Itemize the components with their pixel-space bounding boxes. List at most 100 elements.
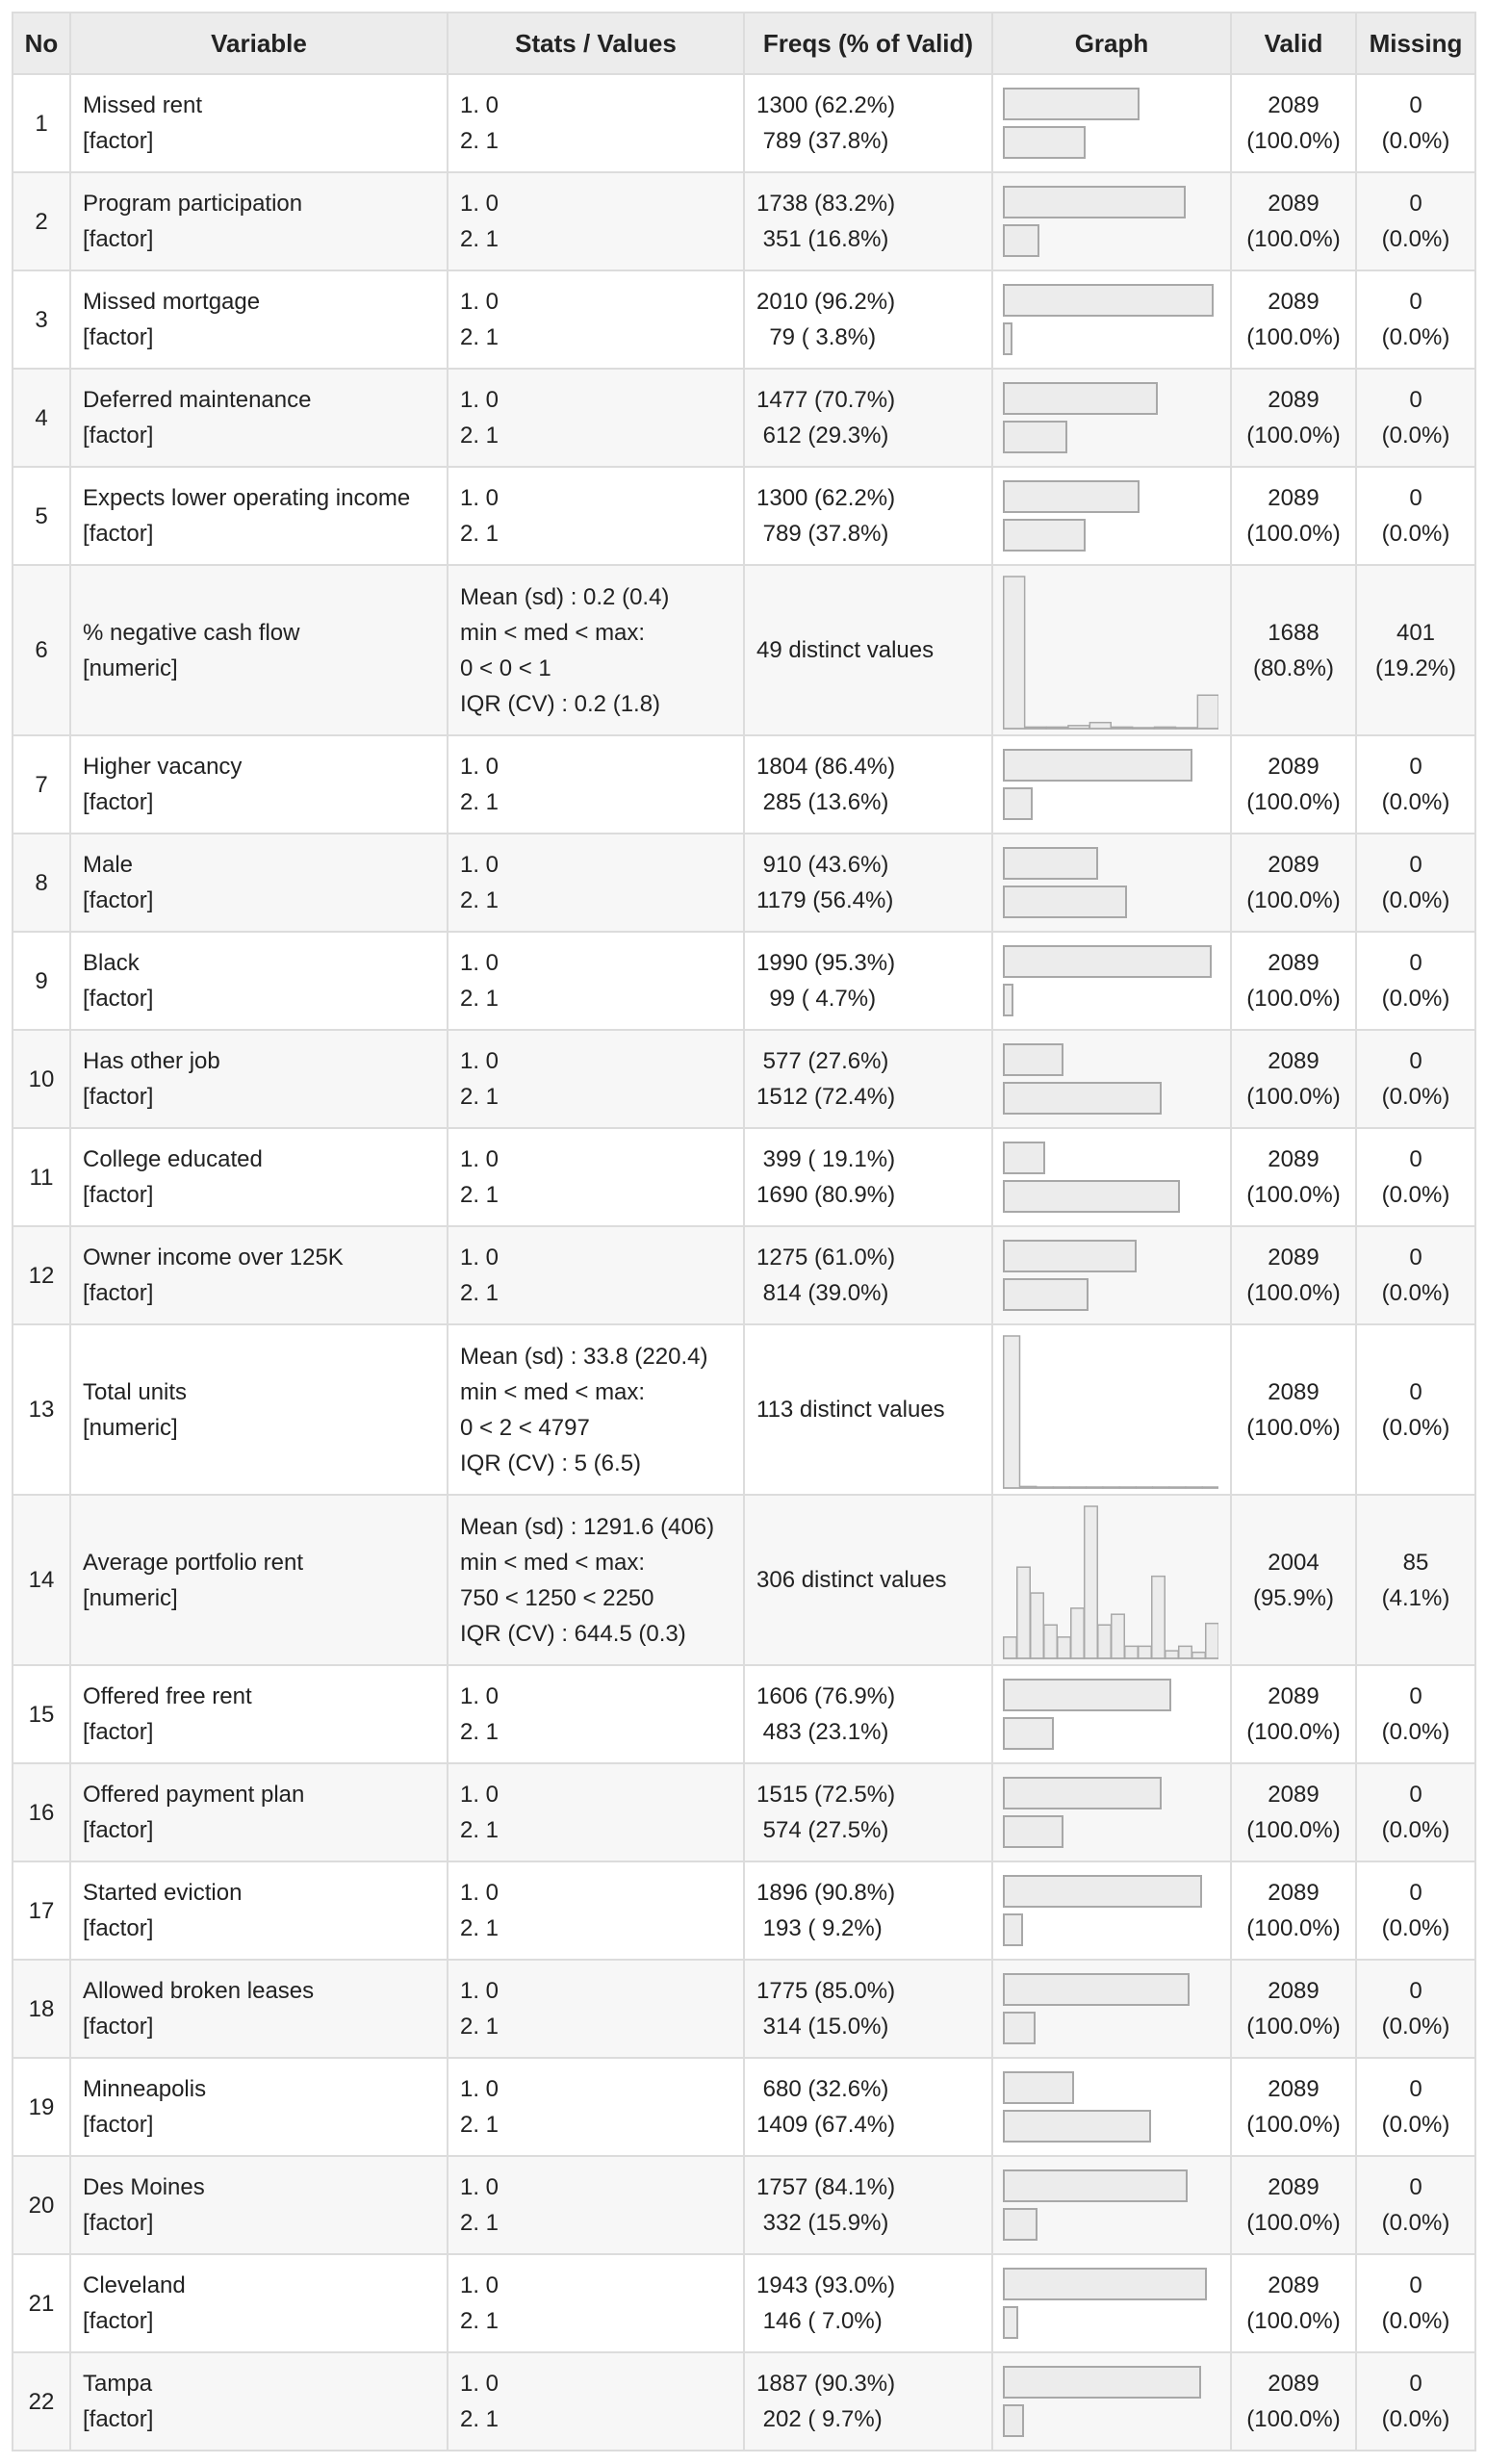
row-number: 19	[12, 2057, 71, 2157]
missing-cell: 0 (0.0%)	[1355, 1323, 1476, 1496]
missing-line: 0	[1409, 92, 1422, 118]
missing-line: (0.0%)	[1381, 521, 1450, 547]
table-row: 14 Average portfolio rent [numeric] Mean (s…	[12, 1494, 1476, 1666]
missing-cell: 0 (0.0%)	[1355, 2155, 1476, 2255]
graph-cell	[991, 1225, 1232, 1325]
table-row: 13 Total units [numeric] Mean (sd) : 33.8 (…	[12, 1323, 1476, 1496]
valid-line: (100.0%)	[1246, 887, 1341, 913]
valid-line: 2089	[1268, 2076, 1319, 2102]
valid-line: (100.0%)	[1246, 2014, 1341, 2040]
freq-bar	[1003, 1082, 1162, 1115]
valid-cell: 2089 (100.0%)	[1230, 2155, 1357, 2255]
freqs-stack: 1300 (62.2%) 789 (37.8%)	[756, 88, 980, 159]
table-row: 3 Missed mortgage [factor] 1. 0 2. 1 2010 (96…	[12, 270, 1476, 370]
row-number: 9	[12, 931, 71, 1031]
variable-name: % negative cash flow	[83, 619, 300, 646]
missing-cell: 0 (0.0%)	[1355, 1225, 1476, 1325]
valid-cell: 2089 (100.0%)	[1230, 2351, 1357, 2451]
missing-stack: 0 (0.0%)	[1361, 1374, 1471, 1446]
histogram-bar	[1003, 575, 1026, 730]
variable-type: [numeric]	[83, 1414, 178, 1441]
valid-line: (100.0%)	[1246, 1084, 1341, 1110]
variable-name: Minneapolis	[83, 2076, 207, 2102]
missing-stack: 0 (0.0%)	[1361, 88, 1471, 159]
stats-stack: 1. 0 2. 1	[460, 945, 731, 1016]
stats-line: 2. 1	[460, 324, 500, 350]
variable-stack: Missed mortgage [factor]	[83, 284, 435, 355]
freqs-stack: 577 (27.6%) 1512 (72.4%)	[756, 1043, 980, 1115]
missing-line: 0	[1409, 1880, 1422, 1906]
graph-cell	[991, 368, 1232, 468]
freq-bar	[1003, 2071, 1074, 2104]
row-number: 16	[12, 1762, 71, 1862]
variable-name: Owner income over 125K	[83, 1245, 344, 1270]
stats-cell: 1. 0 2. 1	[447, 1762, 745, 1862]
freq-line: 612 (29.3%)	[756, 423, 889, 449]
variable-cell: Allowed broken leases [factor]	[69, 1959, 448, 2059]
freq-line: 1887 (90.3%)	[756, 2371, 896, 2397]
stats-line: 2. 1	[460, 1719, 500, 1745]
row-number: 2	[12, 171, 71, 271]
variable-cell: Offered payment plan [factor]	[69, 1762, 448, 1862]
freqs-cell: 1804 (86.4%) 285 (13.6%)	[743, 734, 993, 834]
variable-type: [factor]	[83, 1182, 154, 1208]
table-row: 2 Program participation [factor] 1. 0 2. 1 17…	[12, 171, 1476, 271]
freqs-cell: 1515 (72.5%) 574 (27.5%)	[743, 1762, 993, 1862]
missing-cell: 0 (0.0%)	[1355, 270, 1476, 370]
variable-type: [numeric]	[83, 1584, 178, 1611]
row-number: 7	[12, 734, 71, 834]
freq-line: 49 distinct values	[756, 637, 935, 663]
header-missing: Missing	[1355, 12, 1476, 75]
freq-bar	[1003, 1815, 1063, 1848]
missing-line: 0	[1409, 950, 1422, 976]
valid-cell: 2089 (100.0%)	[1230, 1029, 1357, 1129]
missing-stack: 401 (19.2%)	[1361, 615, 1471, 686]
missing-line: 0	[1409, 1978, 1422, 2004]
missing-line: 401	[1396, 619, 1436, 646]
valid-stack: 2089 (100.0%)	[1236, 382, 1351, 453]
bar-group	[1003, 1043, 1220, 1115]
graph-cell	[991, 270, 1232, 370]
freqs-cell: 1300 (62.2%) 789 (37.8%)	[743, 466, 993, 566]
header-variable: Variable	[69, 12, 448, 75]
bar-group	[1003, 2071, 1220, 2143]
valid-line: (100.0%)	[1246, 324, 1341, 350]
variable-name: Allowed broken leases	[83, 1978, 315, 2004]
missing-line: (0.0%)	[1381, 1084, 1450, 1110]
variable-cell: Deferred maintenance [factor]	[69, 368, 448, 468]
variable-stack: Owner income over 125K [factor]	[83, 1240, 435, 1311]
variable-stack: Missed rent [factor]	[83, 88, 435, 159]
valid-line: 2089	[1268, 1978, 1319, 2004]
freq-bar	[1003, 1717, 1054, 1750]
histogram-bar	[1205, 1622, 1218, 1659]
stats-line: 1. 0	[460, 2076, 500, 2102]
stats-stack: 1. 0 2. 1	[460, 382, 731, 453]
freqs-cell: 1943 (93.0%) 146 ( 7.0%)	[743, 2253, 993, 2353]
valid-line: (100.0%)	[1246, 423, 1341, 449]
variable-type: [factor]	[83, 2210, 154, 2236]
freq-line: 99 ( 4.7%)	[756, 986, 877, 1012]
missing-line: (0.0%)	[1381, 2308, 1450, 2334]
valid-line: 2089	[1268, 1245, 1319, 1270]
valid-stack: 2089 (100.0%)	[1236, 480, 1351, 552]
variable-name: Missed mortgage	[83, 289, 261, 315]
stats-stack: 1. 0 2. 1	[460, 1043, 731, 1115]
freq-bar	[1003, 787, 1033, 820]
stats-stack: 1. 0 2. 1	[460, 480, 731, 552]
missing-stack: 85 (4.1%)	[1361, 1545, 1471, 1616]
graph-cell	[991, 1762, 1232, 1862]
freqs-stack: 1896 (90.8%) 193 ( 9.2%)	[756, 1875, 980, 1946]
freq-line: 1606 (76.9%)	[756, 1683, 896, 1709]
valid-stack: 2089 (100.0%)	[1236, 2366, 1351, 2437]
stats-stack: 1. 0 2. 1	[460, 1679, 731, 1750]
freqs-stack: 113 distinct values	[756, 1392, 980, 1427]
missing-line: (0.0%)	[1381, 1719, 1450, 1745]
valid-cell: 1688 (80.8%)	[1230, 564, 1357, 736]
histogram-bar	[1089, 721, 1112, 730]
missing-cell: 0 (0.0%)	[1355, 734, 1476, 834]
valid-line: 2089	[1268, 289, 1319, 315]
bar-group	[1003, 2169, 1220, 2241]
missing-line: 0	[1409, 754, 1422, 780]
freq-bar	[1003, 421, 1067, 453]
stats-line: 2. 1	[460, 986, 500, 1012]
